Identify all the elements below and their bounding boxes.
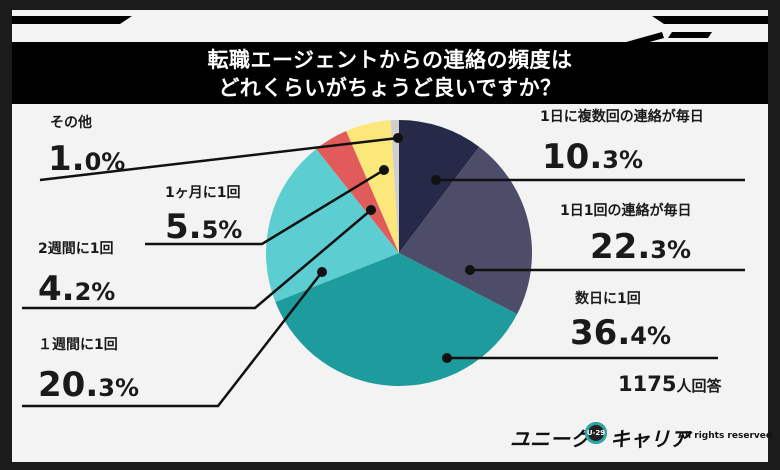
slice-value-percent-4: % — [114, 374, 139, 402]
slice-value-percent-5: % — [91, 278, 116, 306]
leader-dot-7 — [393, 133, 403, 143]
slice-value-decimal-2: 3 — [650, 236, 667, 264]
pie-slice-7 — [390, 119, 399, 253]
slice-value-2: 22.3% — [590, 230, 691, 264]
slice-value-4: 20.3% — [38, 368, 139, 402]
chart-frame: 転職エージェントからの連絡の頻度は どれくらいがちょうど良いですか？ — [12, 10, 768, 462]
slice-value-7: 1.0% — [48, 142, 125, 176]
slice-value-decimal-5: 2 — [74, 278, 92, 306]
slice-value-6: 5.5% — [165, 210, 242, 244]
copyright-notice: All rights reserved — [678, 431, 773, 441]
leader-line-7 — [39, 136, 399, 182]
leader-line-6 — [145, 168, 385, 246]
slice-label-2: 1日1回の連絡が毎日 — [560, 203, 692, 219]
leader-dot-6 — [379, 165, 389, 175]
pie-slice-5 — [316, 130, 399, 253]
leader-line-4 — [22, 271, 323, 408]
slice-label-3: 数日に1回 — [575, 291, 641, 307]
leader-dot-3 — [442, 353, 452, 363]
pie-slice-4 — [265, 148, 399, 302]
slice-value-percent-7: % — [101, 148, 126, 176]
slice-value-percent-3: % — [646, 322, 671, 350]
respondent-count: 1175人回答 — [618, 372, 721, 396]
chart-title-line-2: どれくらいがちょうど良いですか？ — [218, 76, 562, 100]
slice-value-decimal-4: 3 — [98, 374, 115, 402]
slice-value-integer-4: 20. — [38, 365, 99, 405]
slice-value-3: 36.4% — [570, 316, 671, 350]
brand-name-left: ユニーク — [510, 427, 590, 451]
slice-value-integer-3: 36. — [570, 313, 631, 353]
slice-value-integer-5: 4. — [38, 269, 75, 309]
brand-badge: U-29 — [585, 422, 607, 444]
slice-value-integer-1: 10. — [542, 137, 603, 177]
pie-slice-6 — [346, 120, 399, 253]
slice-value-decimal-7: 0 — [84, 148, 102, 176]
slice-label-4: １週間に1回 — [38, 337, 118, 353]
slice-value-decimal-3: 4 — [630, 322, 647, 350]
slice-value-integer-7: 1. — [48, 139, 85, 179]
leader-line-5 — [22, 209, 372, 310]
slice-value-decimal-1: 3 — [602, 146, 619, 174]
title-bar: 転職エージェントからの連絡の頻度は どれくらいがちょうど良いですか？ — [12, 42, 768, 104]
slice-label-5: 2週間に1回 — [38, 241, 114, 257]
slice-value-integer-2: 22. — [590, 227, 651, 267]
slice-value-percent-1: % — [618, 146, 643, 174]
slice-value-percent-6: % — [218, 216, 243, 244]
slice-value-5: 4.2% — [38, 272, 115, 306]
slice-value-integer-6: 5. — [165, 207, 202, 247]
pie-slice-3 — [275, 253, 518, 386]
slice-label-1: 1日に複数回の連絡が毎日 — [540, 109, 704, 125]
slice-value-decimal-6: 5 — [201, 216, 219, 244]
slice-value-percent-2: % — [666, 236, 691, 264]
leader-dot-4 — [317, 267, 327, 277]
leader-dot-5 — [366, 205, 376, 215]
chart-title-line-1: 転職エージェントからの連絡の頻度は — [207, 48, 573, 72]
respondent-count-number: 1175 — [618, 372, 677, 396]
slice-value-1: 10.3% — [542, 140, 643, 174]
slice-label-6: 1ヶ月に1回 — [165, 185, 241, 201]
pie-slice-2 — [399, 146, 532, 315]
brand-name-right: キャリア — [610, 427, 690, 451]
leader-dot-2 — [465, 265, 475, 275]
respondent-count-unit: 人回答 — [676, 377, 722, 395]
slice-label-7: その他 — [50, 115, 92, 131]
leader-dot-1 — [431, 175, 441, 185]
pie-slice-1 — [399, 120, 480, 253]
